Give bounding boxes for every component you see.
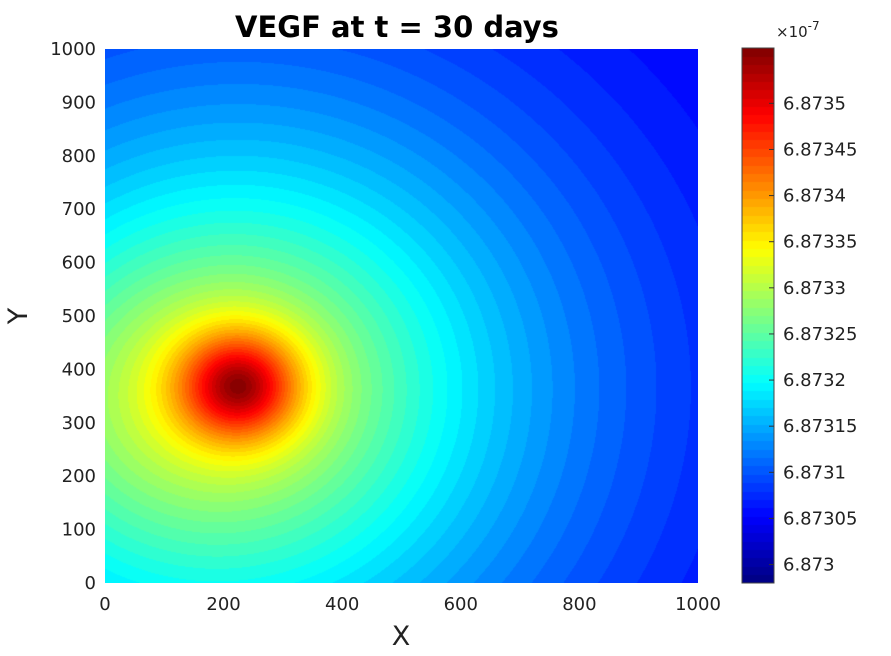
colorbar-tick-label: 6.87315	[783, 416, 857, 437]
colorbar-tick-label: 6.8733	[783, 278, 846, 299]
y-axis: 0 100 200 300 400 500 600 700 800 900 1000	[50, 39, 96, 594]
y-tick-label: 800	[62, 146, 96, 167]
y-axis-label: Y	[3, 307, 34, 325]
y-tick-label: 300	[62, 413, 96, 434]
y-tick-label: 500	[62, 306, 96, 327]
chart-title: VEGF at t = 30 days	[235, 10, 559, 44]
colorbar-tick-label: 6.87325	[783, 324, 857, 345]
y-tick-label: 900	[62, 92, 96, 113]
colorbar-tick-label: 6.8732	[783, 370, 846, 391]
x-tick-label: 400	[325, 594, 359, 615]
x-tick-label: 0	[99, 594, 110, 615]
y-tick-label: 100	[62, 520, 96, 541]
heatmap-canvas	[105, 49, 698, 583]
colorbar-tick-label: 6.87345	[783, 139, 857, 160]
x-tick-label: 200	[206, 594, 240, 615]
y-tick-label: 700	[62, 199, 96, 220]
x-tick-label: 600	[444, 594, 478, 615]
colorbar-exponent: ×10-7	[776, 19, 820, 41]
y-tick-label: 200	[62, 466, 96, 487]
y-tick-label: 0	[85, 573, 96, 594]
colorbar-canvas	[742, 48, 774, 583]
colorbar-tick-label: 6.8735	[783, 93, 846, 114]
colorbar: 6.873 6.87305 6.8731 6.87315 6.8732 6.87325 6.…	[741, 19, 857, 584]
plot-area	[105, 49, 698, 583]
y-tick-label: 400	[62, 359, 96, 380]
x-tick-label: 800	[562, 594, 596, 615]
y-tick-label: 1000	[50, 39, 96, 60]
colorbar-tick-label: 6.873	[783, 555, 835, 576]
colorbar-tick-label: 6.87305	[783, 508, 857, 529]
y-tick-label: 600	[62, 253, 96, 274]
x-tick-label: 1000	[675, 594, 721, 615]
colorbar-tick-label: 6.87335	[783, 232, 857, 253]
colorbar-tick-label: 6.8734	[783, 186, 846, 207]
x-axis-label: X	[392, 621, 411, 652]
colorbar-tick-label: 6.8731	[783, 462, 846, 483]
x-axis: 0 200 400 600 800 1000	[99, 594, 721, 615]
